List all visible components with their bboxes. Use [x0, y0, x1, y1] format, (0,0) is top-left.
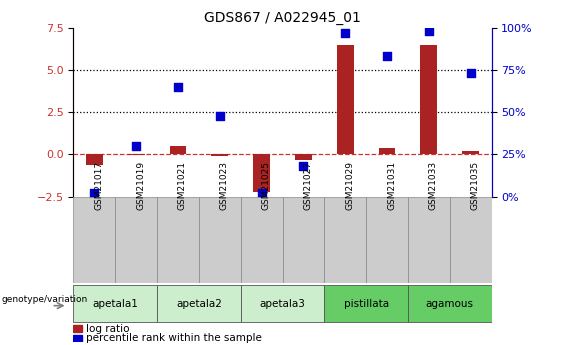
Text: GSM21031: GSM21031: [387, 160, 396, 209]
Point: [466, 70, 475, 76]
Text: pistillata: pistillata: [344, 299, 389, 308]
Text: GSM21021: GSM21021: [178, 160, 187, 209]
Bar: [450, 197, 492, 283]
Point: [257, 190, 266, 196]
Text: GSM21027: GSM21027: [303, 160, 312, 209]
Text: GSM21029: GSM21029: [345, 160, 354, 209]
Bar: [73, 325, 82, 332]
Text: genotype/variation: genotype/variation: [2, 295, 88, 304]
Bar: [199, 197, 241, 283]
Text: apetala2: apetala2: [176, 299, 222, 308]
Bar: [295, 155, 312, 160]
Text: GSM21017: GSM21017: [94, 160, 103, 209]
Title: GDS867 / A022945_01: GDS867 / A022945_01: [204, 11, 361, 25]
Point: [341, 30, 350, 36]
Point: [383, 53, 392, 59]
Bar: [282, 197, 324, 283]
Bar: [420, 45, 437, 155]
Text: agamous: agamous: [426, 299, 473, 308]
Point: [215, 113, 224, 118]
Point: [132, 143, 141, 149]
Bar: [73, 197, 115, 283]
Text: apetala1: apetala1: [92, 299, 138, 308]
Bar: [324, 285, 408, 322]
Bar: [253, 155, 270, 191]
Bar: [170, 146, 186, 155]
Bar: [324, 197, 366, 283]
Point: [299, 164, 308, 169]
Text: GSM21033: GSM21033: [429, 160, 438, 209]
Bar: [73, 335, 82, 342]
Text: log ratio: log ratio: [86, 324, 129, 334]
Bar: [366, 197, 408, 283]
Bar: [337, 45, 354, 155]
Bar: [157, 285, 241, 322]
Bar: [408, 197, 450, 283]
Bar: [379, 148, 395, 155]
Bar: [462, 151, 479, 155]
Text: apetala3: apetala3: [259, 299, 306, 308]
Text: GSM21035: GSM21035: [471, 160, 480, 209]
Bar: [86, 155, 103, 165]
Bar: [408, 285, 492, 322]
Text: percentile rank within the sample: percentile rank within the sample: [86, 333, 262, 343]
Bar: [241, 285, 324, 322]
Bar: [241, 197, 282, 283]
Bar: [211, 155, 228, 156]
Bar: [115, 197, 157, 283]
Point: [90, 190, 99, 196]
Point: [173, 84, 182, 89]
Text: GSM21019: GSM21019: [136, 160, 145, 209]
Point: [424, 28, 433, 34]
Bar: [157, 197, 199, 283]
Text: GSM21023: GSM21023: [220, 160, 229, 209]
Bar: [73, 285, 157, 322]
Text: GSM21025: GSM21025: [262, 160, 271, 209]
